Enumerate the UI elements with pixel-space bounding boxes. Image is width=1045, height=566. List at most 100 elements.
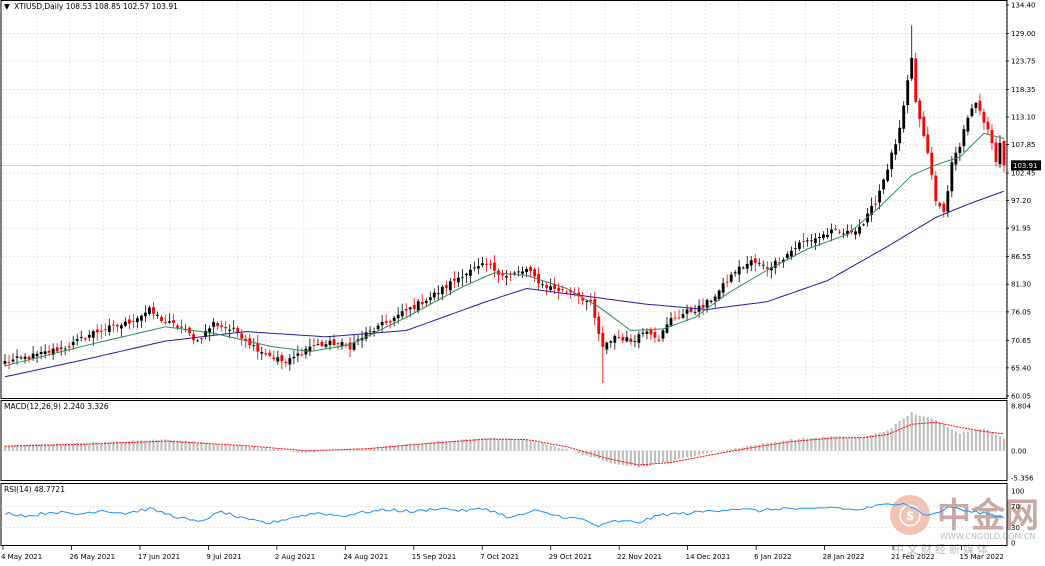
price-pane: [1, 25, 1006, 384]
candle-bear: [444, 285, 448, 288]
candle-bear: [152, 307, 155, 314]
candle-bull: [741, 267, 745, 269]
candle-bull: [513, 272, 516, 274]
candle-bull: [91, 331, 95, 338]
candle-bear: [553, 284, 557, 290]
candle-bull: [23, 356, 27, 359]
candle-bull: [733, 272, 737, 274]
candle-bull: [789, 250, 793, 257]
candle-bull: [232, 327, 236, 329]
candle-bull: [826, 234, 829, 237]
candle-bull: [135, 318, 139, 323]
candle-bull: [296, 353, 300, 356]
macd-y-tick-label: 8.804: [1011, 403, 1032, 411]
x-tick-label: 4 May 2021: [1, 553, 42, 561]
candle-bull: [288, 358, 292, 365]
candle-bull: [35, 353, 39, 357]
candle-bull: [364, 332, 368, 339]
candle-bull: [31, 353, 35, 359]
candle-bull: [894, 144, 898, 155]
candle-bear: [938, 203, 942, 207]
candle-bull: [3, 361, 7, 364]
candle-bull: [862, 224, 865, 226]
candle-bull: [870, 206, 874, 215]
candle-bull: [749, 260, 753, 266]
candle-bear: [753, 258, 757, 263]
macd-pane: [1, 412, 1006, 468]
current-price-value: 103.91: [1013, 162, 1038, 170]
candle-bull: [63, 348, 67, 350]
candle-bull: [304, 348, 308, 355]
rsi-line: [4, 502, 1005, 528]
candle-bear: [103, 329, 107, 331]
dropdown-arrow-icon[interactable]: ▼: [4, 2, 10, 11]
y-tick-label: 113.10: [1011, 114, 1036, 122]
candle-bull: [797, 242, 801, 249]
x-tick-label: 7 Oct 2021: [480, 553, 519, 561]
candle-bear: [95, 329, 99, 333]
rsi-y-tick-label: 100: [1011, 488, 1024, 496]
candle-bear: [412, 304, 416, 309]
candle-bear: [834, 228, 837, 230]
candle-bull: [633, 341, 637, 343]
x-tick-label: 22 Nov 2021: [617, 553, 662, 561]
candle-bull: [468, 269, 472, 276]
candle-bear: [1002, 141, 1006, 166]
candle-bull: [477, 266, 480, 269]
candle-bear: [577, 292, 581, 297]
candle-bull: [625, 337, 629, 342]
candle-bull: [43, 351, 47, 355]
candle-bull: [380, 321, 384, 326]
candle-bear: [240, 333, 244, 339]
candle-bull: [424, 300, 428, 304]
y-tick-label: 102.45: [1011, 170, 1036, 178]
watermark-emblem-glyph: ⓢ: [899, 504, 921, 530]
candle-bear: [657, 339, 661, 341]
candle-bear: [653, 332, 657, 338]
candle-bear: [280, 355, 284, 362]
candle-bear: [874, 203, 878, 205]
candle-bull: [123, 321, 127, 326]
rsi-y-tick-label: 0: [1011, 540, 1015, 548]
candle-bear: [348, 342, 352, 350]
candle-bull: [785, 254, 789, 258]
candle-bull: [416, 301, 420, 311]
y-tick-label: 60.05: [1011, 393, 1031, 401]
candle-bear: [597, 316, 601, 334]
candle-bear: [99, 330, 103, 332]
candle-bull: [814, 238, 817, 243]
candle-bull: [525, 269, 528, 273]
x-tick-label: 21 Feb 2022: [891, 553, 935, 561]
candle-bull: [292, 356, 296, 359]
candle-bull: [709, 300, 713, 302]
candle-bull: [605, 342, 609, 350]
y-tick-label: 76.05: [1011, 308, 1031, 316]
candle-bear: [180, 326, 183, 328]
candle-bull: [119, 325, 123, 329]
y-tick-label: 70.65: [1011, 337, 1031, 345]
candle-bull: [773, 260, 777, 268]
candle-bear: [264, 353, 268, 355]
candle-bull: [669, 318, 673, 326]
axis-labels: 134.40 129.00 123.75 118.35 113.10 107.85 102.…: [1, 2, 1036, 561]
candle-bull: [340, 342, 344, 347]
candle-bear: [115, 324, 119, 327]
y-tick-label: 65.40: [1011, 364, 1031, 372]
x-tick-label: 6 Jan 2022: [754, 553, 792, 561]
watermark-emblem: [890, 495, 930, 535]
candle-bull: [793, 248, 797, 249]
candle-bear: [561, 289, 565, 290]
candle-bull: [356, 339, 360, 341]
candle-bear: [978, 100, 982, 111]
candle-bull: [866, 213, 869, 223]
candle-bear: [27, 356, 31, 360]
candle-bull: [613, 335, 617, 343]
y-tick-label: 118.35: [1011, 86, 1036, 94]
candle-bull: [898, 127, 902, 144]
macd-label: MACD(12,26,9) 2.240 3.326: [4, 402, 109, 411]
candle-bull: [352, 342, 356, 350]
candle-bull: [168, 321, 171, 323]
candle-bear: [344, 344, 348, 346]
candle-bear: [934, 175, 938, 202]
